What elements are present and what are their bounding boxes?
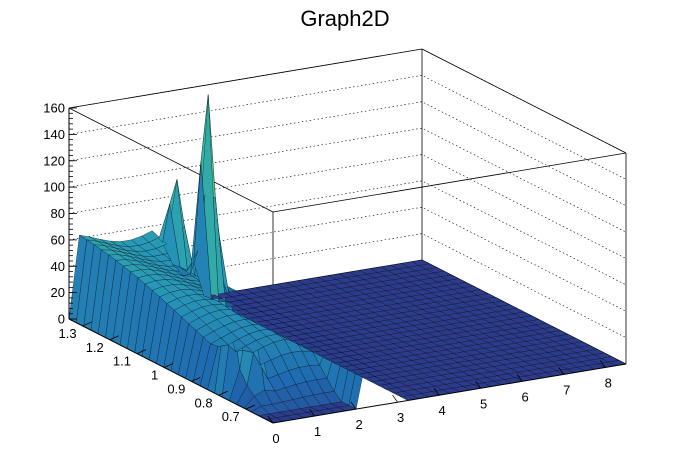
x-tick-label: 2	[355, 417, 362, 432]
frame-top-left	[68, 107, 274, 213]
y-tick-label: 1.3	[59, 326, 77, 341]
z-tick-label: 120	[43, 153, 65, 168]
y-axis-ticks: 0.7 0.8 0.9 1 1.1 1.2 1.3	[59, 321, 255, 424]
y-tick-label: 0.8	[195, 395, 213, 410]
y-tick-mark	[82, 321, 92, 327]
z-axis-ticks: 0 20 40 60 80 100 120 140 160	[43, 101, 77, 327]
x-tick-label: 1	[314, 424, 321, 439]
x-tick-mark	[558, 367, 565, 375]
y-tick-label: 1.1	[113, 354, 131, 369]
z-tick-label: 20	[51, 285, 65, 300]
y-tick-label: 1	[151, 368, 158, 383]
z-tick-label: 40	[51, 259, 65, 274]
x-tick-mark	[433, 388, 440, 396]
y-tick-mark	[218, 390, 228, 396]
x-tick-label: 5	[480, 396, 487, 411]
grid-line-z-100	[68, 127, 627, 233]
x-tick-label: 4	[439, 403, 446, 418]
x-tick-mark	[350, 401, 357, 410]
frame-top-front	[272, 152, 627, 213]
z-tick-label: 140	[43, 127, 65, 142]
y-tick-label: 1.2	[86, 340, 104, 355]
x-tick-label: 8	[605, 375, 612, 390]
x-tick-label: 6	[522, 389, 529, 404]
y-tick-mark	[109, 335, 119, 341]
grid-line-z-160	[68, 48, 627, 154]
frame-top-back	[68, 48, 423, 109]
x-tick-mark	[475, 381, 481, 389]
x-tick-label: 0	[272, 431, 279, 446]
z-tick-label: 80	[51, 206, 65, 221]
y-tick-mark	[164, 363, 174, 368]
y-tick-mark	[136, 349, 147, 355]
x-axis-ticks: 0 1 2 3 4 5 6 7 8	[267, 360, 612, 446]
z-tick-label: 60	[51, 232, 65, 247]
x-tick-mark	[516, 374, 523, 382]
y-tick-mark	[245, 404, 255, 410]
x-tick-mark	[392, 394, 398, 403]
y-tick-mark	[191, 377, 201, 382]
z-tick-label: 100	[43, 180, 65, 195]
chart-title: Graph2D	[300, 6, 389, 31]
y-tick-label: 0.7	[222, 409, 240, 424]
z-tick-label: 160	[43, 101, 65, 116]
grid-line-z-120	[68, 101, 627, 207]
y-axis-line	[68, 318, 274, 424]
x-tick-label: 3	[397, 410, 404, 425]
x-tick-mark	[309, 408, 315, 417]
x-tick-mark	[599, 360, 606, 368]
grid-line-z-140	[68, 75, 627, 180]
frame-top-right	[421, 48, 627, 154]
x-axis-line	[272, 363, 627, 424]
x-tick-label: 7	[563, 382, 570, 397]
y-tick-label: 0.9	[167, 381, 185, 396]
z-tick-label: 0	[58, 312, 65, 327]
x-tick-mark	[267, 415, 274, 424]
